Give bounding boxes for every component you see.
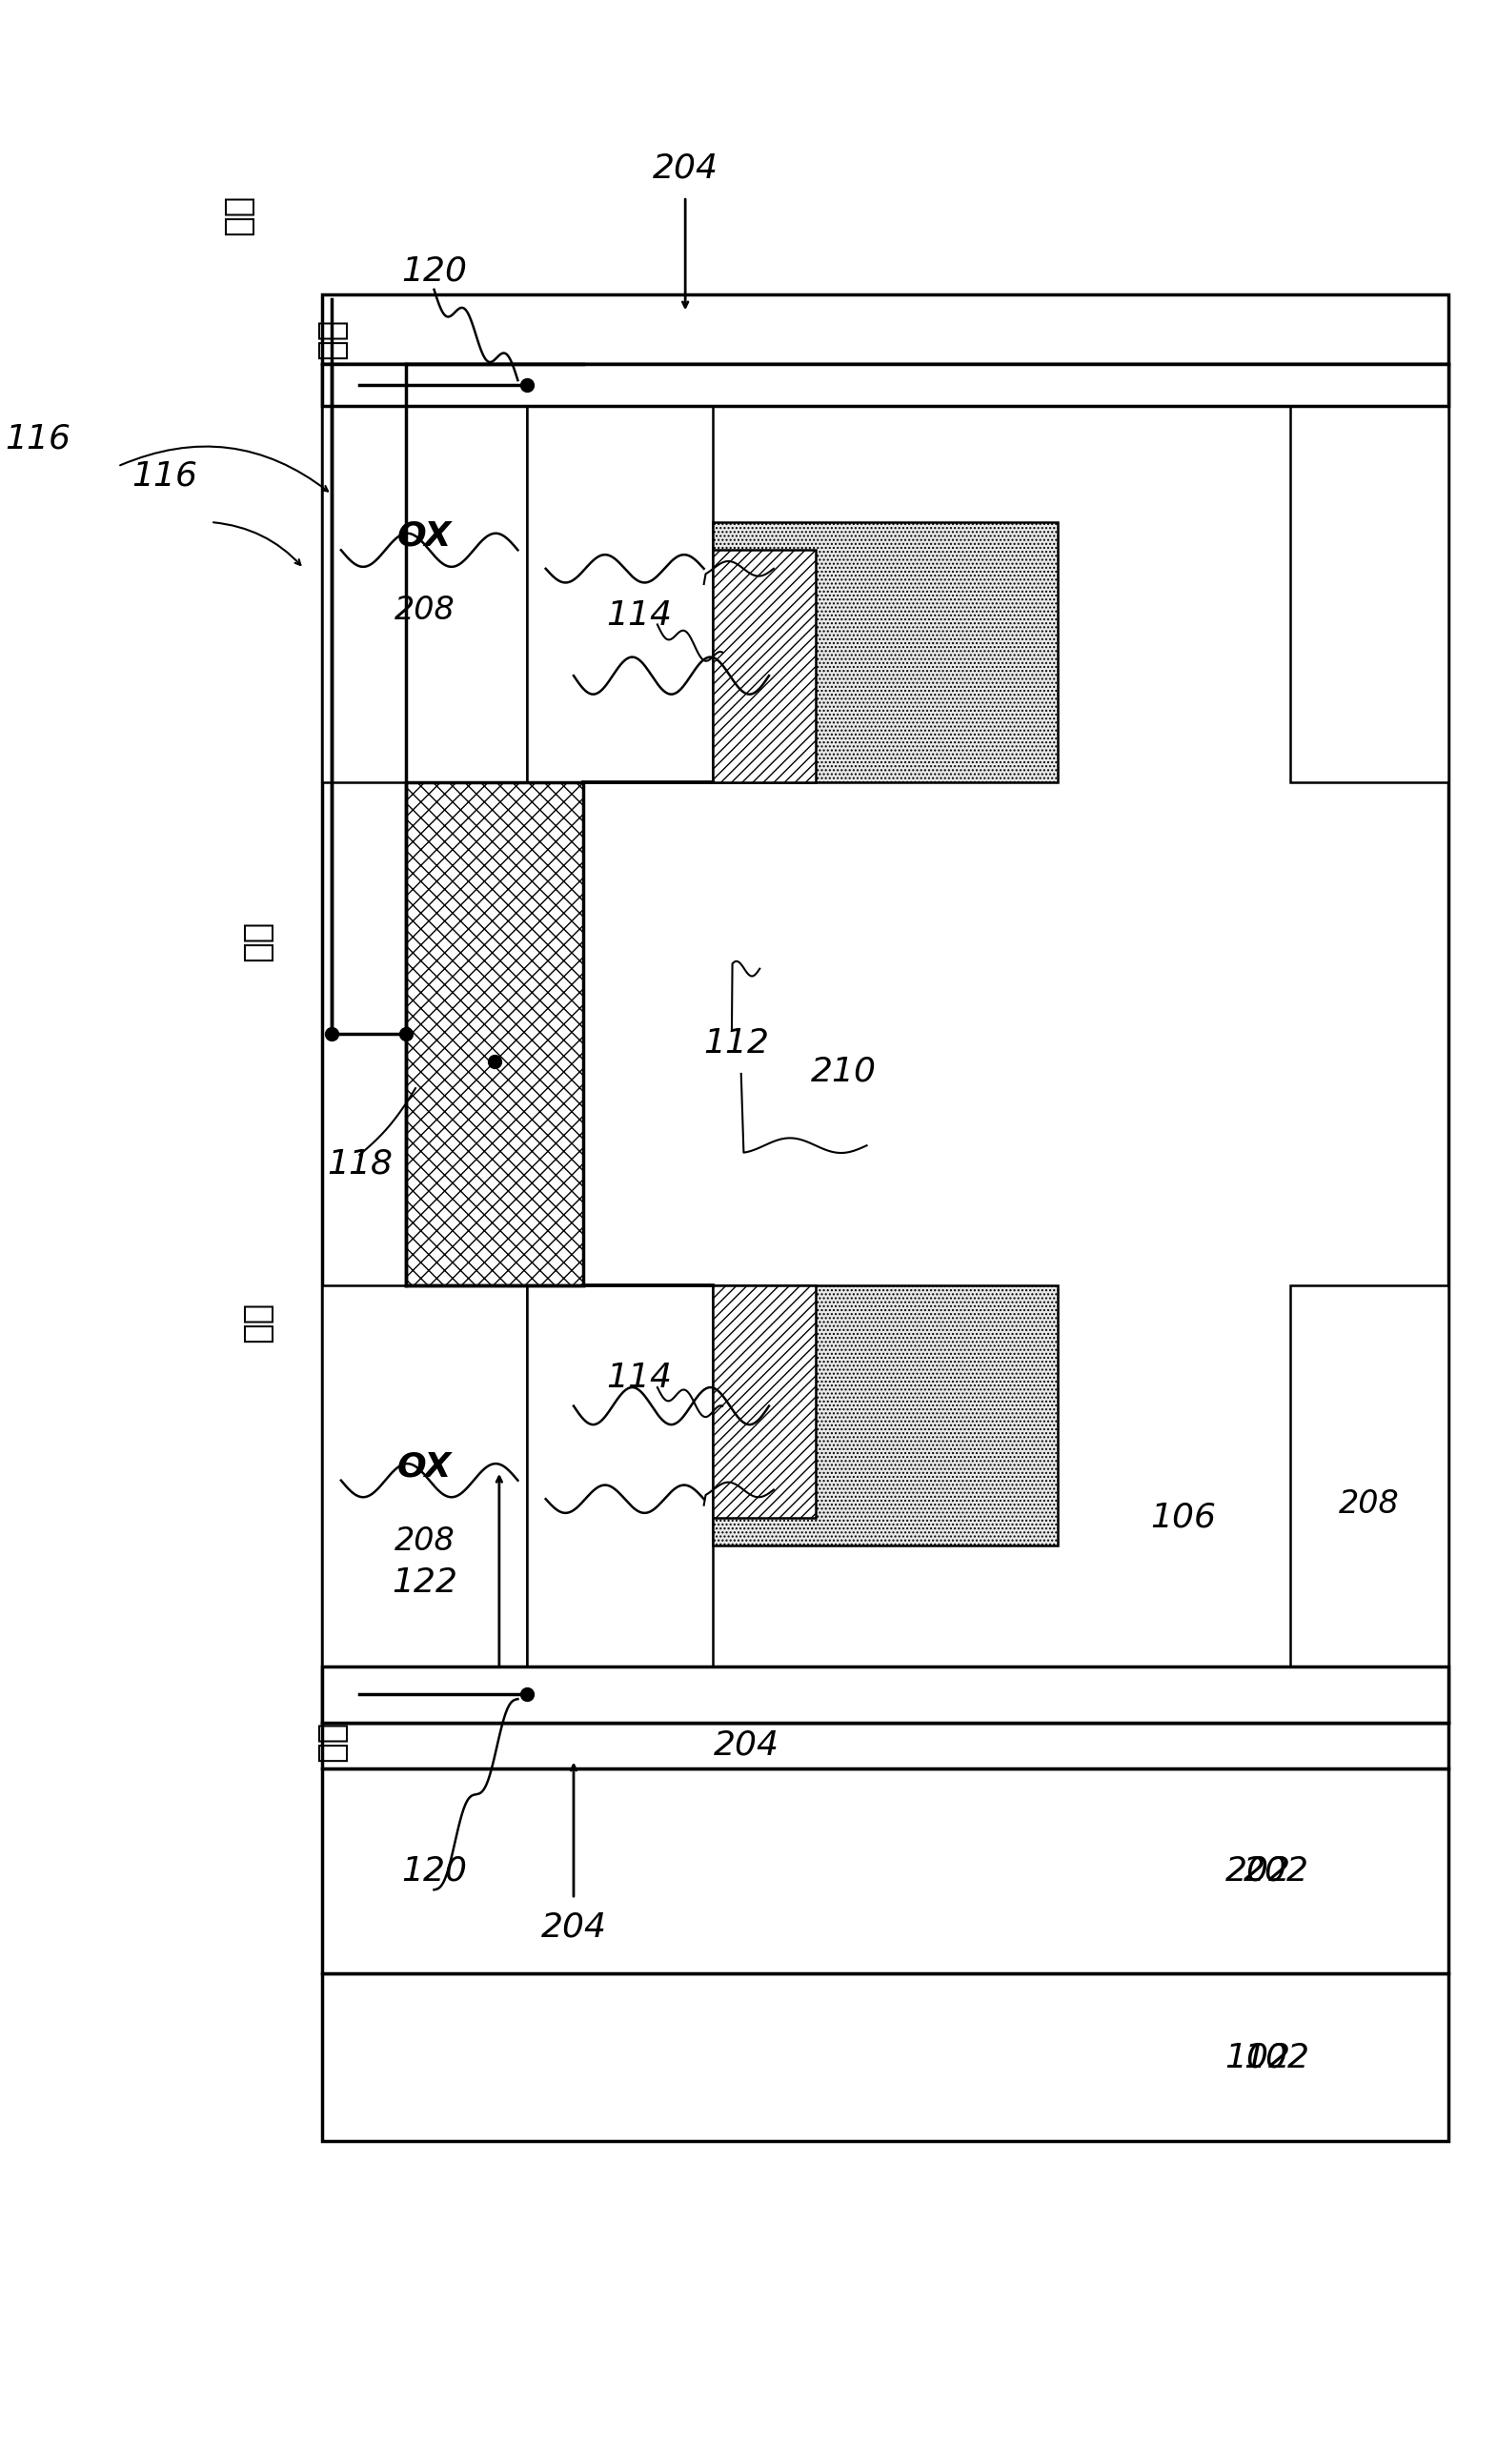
Text: 116: 116 bbox=[6, 421, 72, 456]
Text: 204: 204 bbox=[713, 1730, 778, 1762]
Bar bbox=[322, 365, 1448, 407]
Text: P-阱: P-阱 bbox=[886, 636, 940, 668]
Text: 源极: 源极 bbox=[241, 919, 274, 961]
Text: 106: 106 bbox=[1151, 1501, 1216, 1533]
Text: 漏极: 漏极 bbox=[316, 318, 347, 360]
Bar bbox=[1290, 1286, 1448, 1722]
Text: 120: 120 bbox=[401, 254, 467, 288]
Bar bbox=[322, 1769, 1448, 1974]
Bar bbox=[1290, 365, 1448, 784]
Bar bbox=[713, 1286, 1057, 1545]
Text: 206: 206 bbox=[778, 562, 838, 594]
Text: 206: 206 bbox=[778, 1483, 838, 1515]
Text: 202: 202 bbox=[1225, 1855, 1290, 1887]
Bar bbox=[322, 1666, 1448, 1722]
Text: 102: 102 bbox=[1225, 2040, 1290, 2072]
Text: 118: 118 bbox=[326, 1148, 392, 1180]
Text: 116: 116 bbox=[132, 458, 198, 493]
Text: 208: 208 bbox=[1338, 1488, 1400, 1520]
Bar bbox=[527, 1286, 713, 1722]
Bar bbox=[713, 1286, 816, 1518]
Text: OX: OX bbox=[397, 520, 452, 552]
Text: 204: 204 bbox=[540, 1910, 606, 1944]
Text: 114: 114 bbox=[606, 1363, 672, 1395]
Text: 202: 202 bbox=[1244, 1855, 1310, 1887]
Text: P-阱: P-阱 bbox=[886, 1400, 940, 1432]
Text: 208: 208 bbox=[394, 1525, 455, 1557]
Bar bbox=[406, 784, 582, 1286]
Text: 122: 122 bbox=[392, 1567, 458, 1599]
Bar bbox=[527, 365, 713, 784]
Bar bbox=[713, 549, 816, 784]
Text: OX: OX bbox=[397, 1451, 452, 1483]
Bar bbox=[322, 365, 527, 784]
Bar bbox=[322, 365, 1448, 1722]
Text: 114: 114 bbox=[606, 599, 672, 631]
Bar bbox=[322, 293, 1448, 365]
Text: 208: 208 bbox=[394, 594, 455, 626]
Text: 源极: 源极 bbox=[223, 195, 254, 237]
Text: 204: 204 bbox=[653, 153, 719, 185]
Text: 210: 210 bbox=[810, 1055, 876, 1087]
Text: 漏极: 漏极 bbox=[316, 1720, 347, 1762]
Text: 120: 120 bbox=[401, 1855, 467, 1887]
Bar bbox=[322, 1722, 1448, 1769]
Bar bbox=[322, 1286, 527, 1722]
Bar bbox=[713, 522, 1057, 784]
Text: 112: 112 bbox=[704, 1027, 769, 1060]
Bar bbox=[322, 1974, 1448, 2141]
Text: 栅极: 栅极 bbox=[241, 1301, 274, 1343]
Text: 102: 102 bbox=[1244, 2040, 1310, 2072]
